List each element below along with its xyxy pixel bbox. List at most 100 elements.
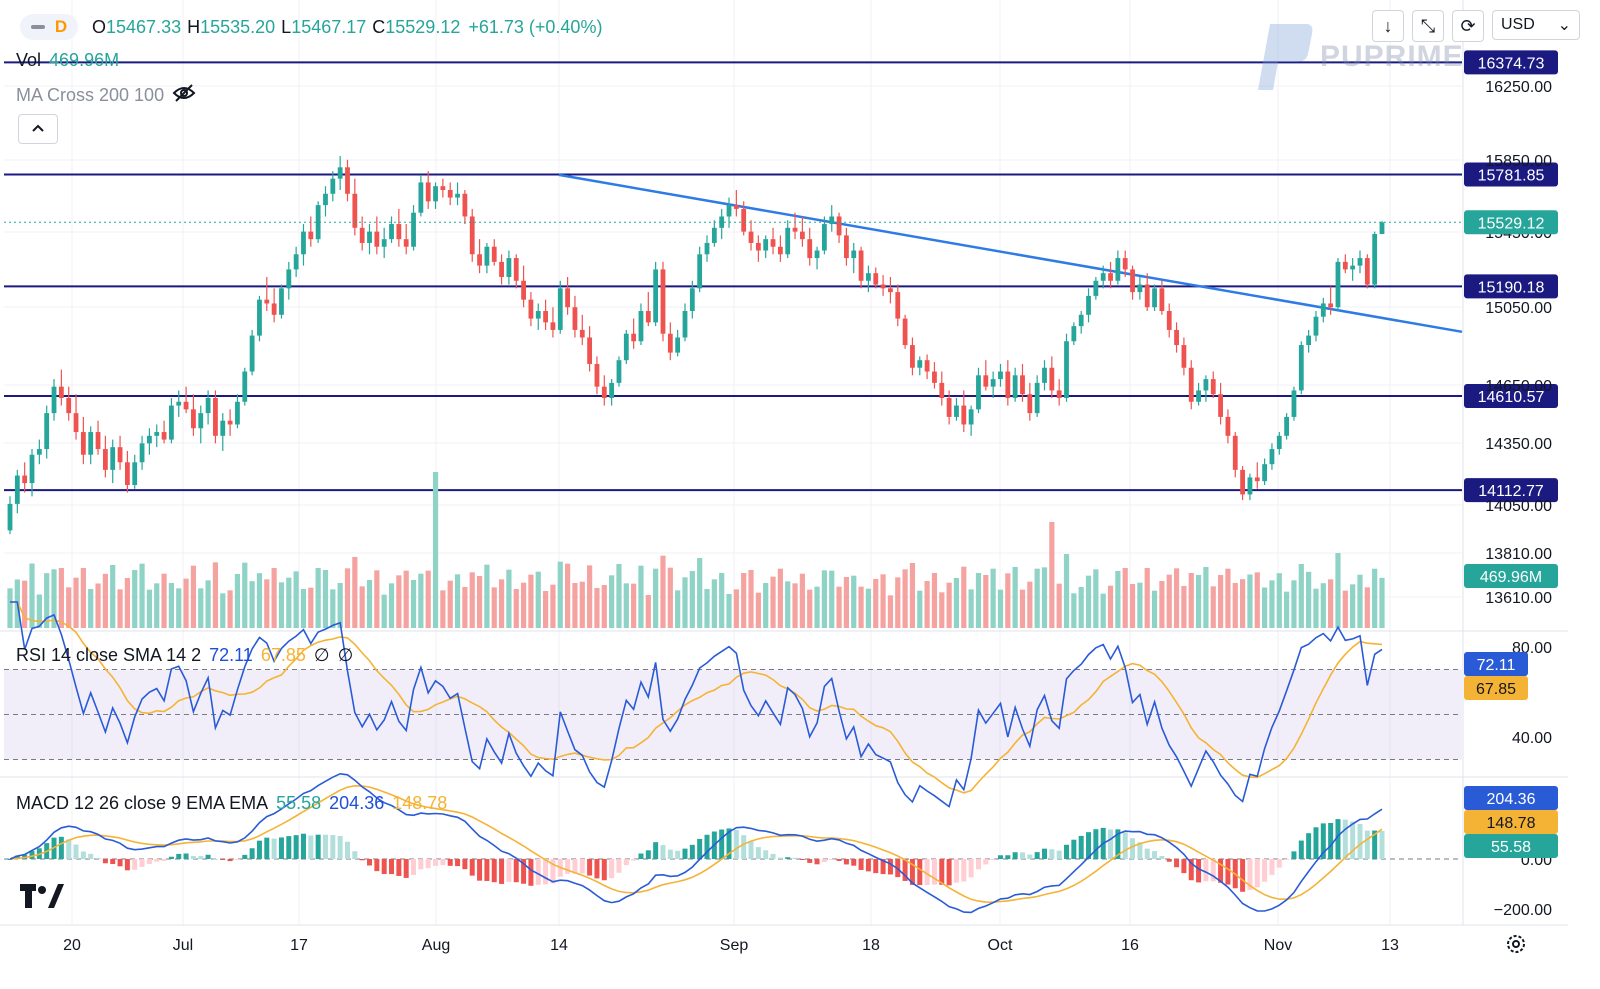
- candle-body: [1100, 273, 1106, 281]
- collapse-series-icon[interactable]: [30, 25, 45, 29]
- candle-body: [279, 288, 284, 315]
- volume-bar: [777, 568, 783, 628]
- candle-body: [499, 261, 504, 277]
- volume-bar: [476, 576, 483, 628]
- candle-body: [1181, 345, 1187, 368]
- volume-bar: [278, 582, 285, 628]
- macd-histogram-bar: [411, 859, 417, 875]
- macd-histogram-bar: [667, 849, 673, 859]
- candle-body: [682, 311, 688, 338]
- settings-button[interactable]: [1504, 932, 1528, 956]
- candle-body: [110, 447, 116, 470]
- macd-histogram-bar: [1027, 854, 1033, 859]
- candle-body: [1320, 303, 1326, 317]
- volume-bar: [410, 580, 417, 628]
- chevron-down-icon: ⌄: [1557, 17, 1571, 34]
- scroll-down-button[interactable]: ↓: [1372, 10, 1404, 42]
- macd-histogram-bar: [300, 833, 306, 859]
- tradingview-logo[interactable]: [20, 884, 64, 917]
- volume-bar: [616, 564, 622, 628]
- volume-bar: [454, 574, 461, 628]
- macd-legend[interactable]: MACD 12 26 close 9 EMA EMA 55.58 204.36 …: [16, 793, 447, 814]
- macd-histogram-bar: [1181, 859, 1187, 874]
- volume-bar: [1093, 569, 1099, 628]
- candle-body: [213, 398, 218, 436]
- volume-bar: [983, 575, 989, 628]
- volume-bar: [381, 594, 387, 628]
- macd-histogram-bar: [242, 854, 248, 859]
- vol-legend[interactable]: Vol 469.96M: [16, 50, 119, 71]
- price-tick-label: 15850.00: [1485, 153, 1552, 170]
- candle-body: [954, 405, 959, 417]
- reset-button[interactable]: ⟳: [1452, 10, 1484, 42]
- candle-body: [799, 231, 805, 240]
- volume-bar: [763, 583, 769, 628]
- time-axis-label: Nov: [1264, 937, 1292, 954]
- volume-bar: [1107, 585, 1114, 628]
- price-tick-label: 13810.00: [1485, 546, 1552, 563]
- volume-bar: [609, 575, 615, 628]
- volume-bar: [975, 573, 982, 628]
- eye-hidden-icon[interactable]: [172, 83, 196, 108]
- macd-histogram-bar: [528, 859, 534, 886]
- macd-histogram-bar: [719, 829, 725, 859]
- candle-body: [1093, 280, 1099, 296]
- macd-histogram-bar: [396, 859, 402, 876]
- volume-bar: [264, 579, 270, 628]
- collapse-legend-button[interactable]: [18, 114, 58, 144]
- candle-body: [389, 224, 394, 240]
- candle-body: [785, 227, 791, 255]
- price-tick-label: 13610.00: [1485, 590, 1552, 607]
- volume-bar: [917, 590, 923, 628]
- macd-histogram-bar: [1218, 859, 1224, 883]
- macd-histogram-bar: [359, 859, 365, 861]
- macd-histogram-bar: [924, 859, 930, 885]
- volume-bar: [366, 580, 373, 628]
- volume-bar: [733, 589, 739, 628]
- macd-histogram-bar: [425, 859, 431, 869]
- currency-select[interactable]: USD ⌄: [1492, 10, 1580, 40]
- price-tick-label: 16250.00: [1485, 79, 1552, 96]
- candle-body: [1108, 273, 1113, 281]
- candle-body: [14, 475, 20, 504]
- macd-histogram-bar: [675, 850, 681, 859]
- candle-body: [381, 239, 387, 247]
- volume-bar: [1034, 568, 1040, 628]
- candle-body: [176, 401, 182, 406]
- volume-bar: [418, 573, 424, 628]
- volume-bar: [117, 589, 123, 628]
- macd-histogram-bar: [697, 838, 703, 859]
- watermark-brand: PUPRIME: [1320, 40, 1464, 73]
- macd-histogram-bar: [234, 859, 240, 860]
- candle-body: [807, 239, 813, 259]
- volume-bar: [308, 587, 314, 628]
- macd-histogram-bar: [58, 836, 64, 859]
- rsi-legend[interactable]: RSI 14 close SMA 14 2 72.11 67.85 ∅ ∅: [16, 645, 353, 666]
- volume-bar: [7, 588, 13, 628]
- ma-cross-legend[interactable]: MA Cross 200 100: [16, 83, 196, 108]
- interval-pill[interactable]: D: [20, 14, 78, 40]
- volume-bar: [1027, 581, 1033, 628]
- volume-bar: [124, 578, 130, 628]
- price-tick-label: 15050.00: [1485, 300, 1552, 317]
- trendline: [558, 173, 1463, 334]
- level-badge-text: 14610.57: [1478, 389, 1545, 406]
- time-axis-label: 17: [290, 937, 308, 954]
- top-toolbar: ↓ ⤡ ⟳ USD ⌄: [1372, 10, 1580, 42]
- candle-body: [557, 288, 563, 330]
- candle-body: [477, 254, 482, 266]
- volume-bar: [1181, 586, 1187, 628]
- collapse-button[interactable]: ⤡: [1412, 10, 1444, 42]
- puprime-logo-icon: [1258, 24, 1313, 90]
- last-price-badge-text: 15529.12: [1478, 215, 1545, 232]
- macd-histogram-bar: [168, 856, 174, 859]
- candle-body: [286, 269, 292, 289]
- volume-bar: [1217, 575, 1224, 628]
- volume-bar: [315, 568, 321, 628]
- volume-bar: [1100, 593, 1106, 628]
- macd-histogram-bar: [1350, 821, 1356, 859]
- volume-bar: [1203, 567, 1209, 628]
- macd-histogram-bar: [1372, 830, 1378, 859]
- rsi-line: [10, 601, 1383, 808]
